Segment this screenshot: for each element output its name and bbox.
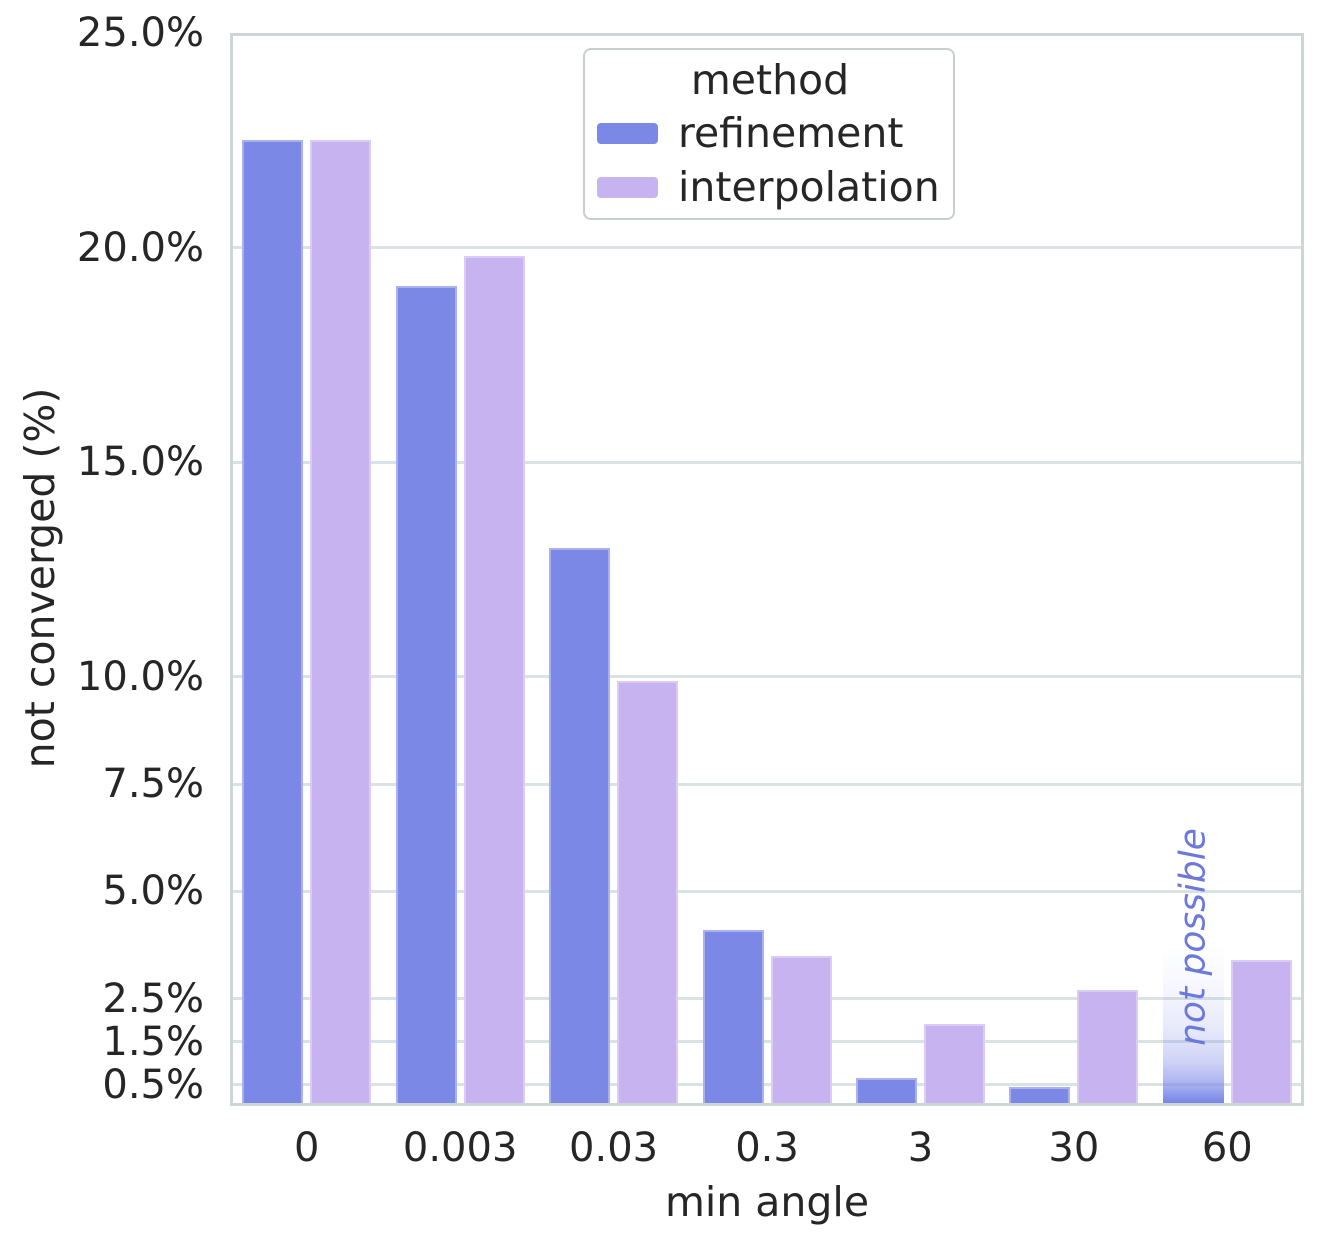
y-tick-label-15.0%: 15.0% — [76, 439, 204, 486]
gridline-0.5% — [230, 1083, 1304, 1087]
y-tick-label-25.0%: 25.0% — [76, 10, 204, 56]
bar-refinement-0.03 — [549, 548, 611, 1106]
legend-item-interpolation: interpolation — [597, 160, 943, 214]
y-tick-label-10.0%: 10.0% — [76, 653, 204, 700]
bar-refinement-0.003 — [395, 286, 457, 1106]
gridline-15.0% — [230, 460, 1304, 464]
y-tick-label-20.0%: 20.0% — [76, 224, 204, 271]
x-tick-label-0.003: 0.003 — [402, 1125, 518, 1171]
bar-interpolation-3 — [923, 1024, 985, 1106]
y-tick-label-2.5%: 2.5% — [102, 975, 204, 1022]
bar-refinement-3 — [855, 1078, 917, 1106]
gridline-25.0% — [230, 33, 1304, 36]
not-possible-annotation: not possible — [1172, 828, 1214, 1046]
y-tick-label-7.5%: 7.5% — [102, 761, 204, 808]
legend-item-refinement: refinement — [597, 106, 943, 160]
legend-label-refinement: refinement — [678, 109, 904, 157]
y-tick-label-5.0%: 5.0% — [102, 868, 204, 915]
interpolation-color-swatch — [597, 176, 658, 198]
bar-interpolation-60 — [1230, 960, 1292, 1106]
x-axis-label: min angle — [664, 1178, 870, 1226]
bar-interpolation-0.3 — [770, 955, 832, 1106]
refinement-color-swatch — [597, 122, 658, 144]
x-tick-label-0.3: 0.3 — [735, 1125, 799, 1171]
bar-interpolation-0.003 — [463, 256, 525, 1106]
x-tick-label-0.03: 0.03 — [569, 1125, 659, 1171]
gridline-1.5% — [230, 1040, 1304, 1044]
y-tick-label-1.5%: 1.5% — [102, 1018, 204, 1065]
gridline-5.0% — [230, 889, 1304, 893]
x-tick-label-60: 60 — [1201, 1125, 1253, 1171]
x-tick-label-30: 30 — [1048, 1125, 1100, 1171]
y-tick-label-0.5%: 0.5% — [102, 1061, 204, 1108]
bar-refinement-0 — [242, 140, 304, 1106]
gridline-20.0% — [230, 246, 1304, 250]
not-possible-gradient-bar — [1162, 945, 1224, 1106]
bar-interpolation-0.03 — [617, 681, 679, 1106]
legend-label-interpolation: interpolation — [678, 163, 940, 211]
legend: method refinement interpolation — [583, 48, 955, 220]
bar-interpolation-30 — [1077, 990, 1139, 1106]
x-tick-label-3: 3 — [907, 1125, 934, 1171]
gridline-7.5% — [230, 782, 1304, 786]
legend-title: method — [690, 56, 850, 104]
bar-interpolation-0 — [310, 140, 372, 1106]
gridline-2.5% — [230, 997, 1304, 1001]
x-tick-label-0: 0 — [293, 1125, 320, 1171]
gridline-10.0% — [230, 675, 1304, 679]
bar-refinement-30 — [1009, 1086, 1071, 1106]
bar-refinement-0.3 — [702, 930, 764, 1106]
